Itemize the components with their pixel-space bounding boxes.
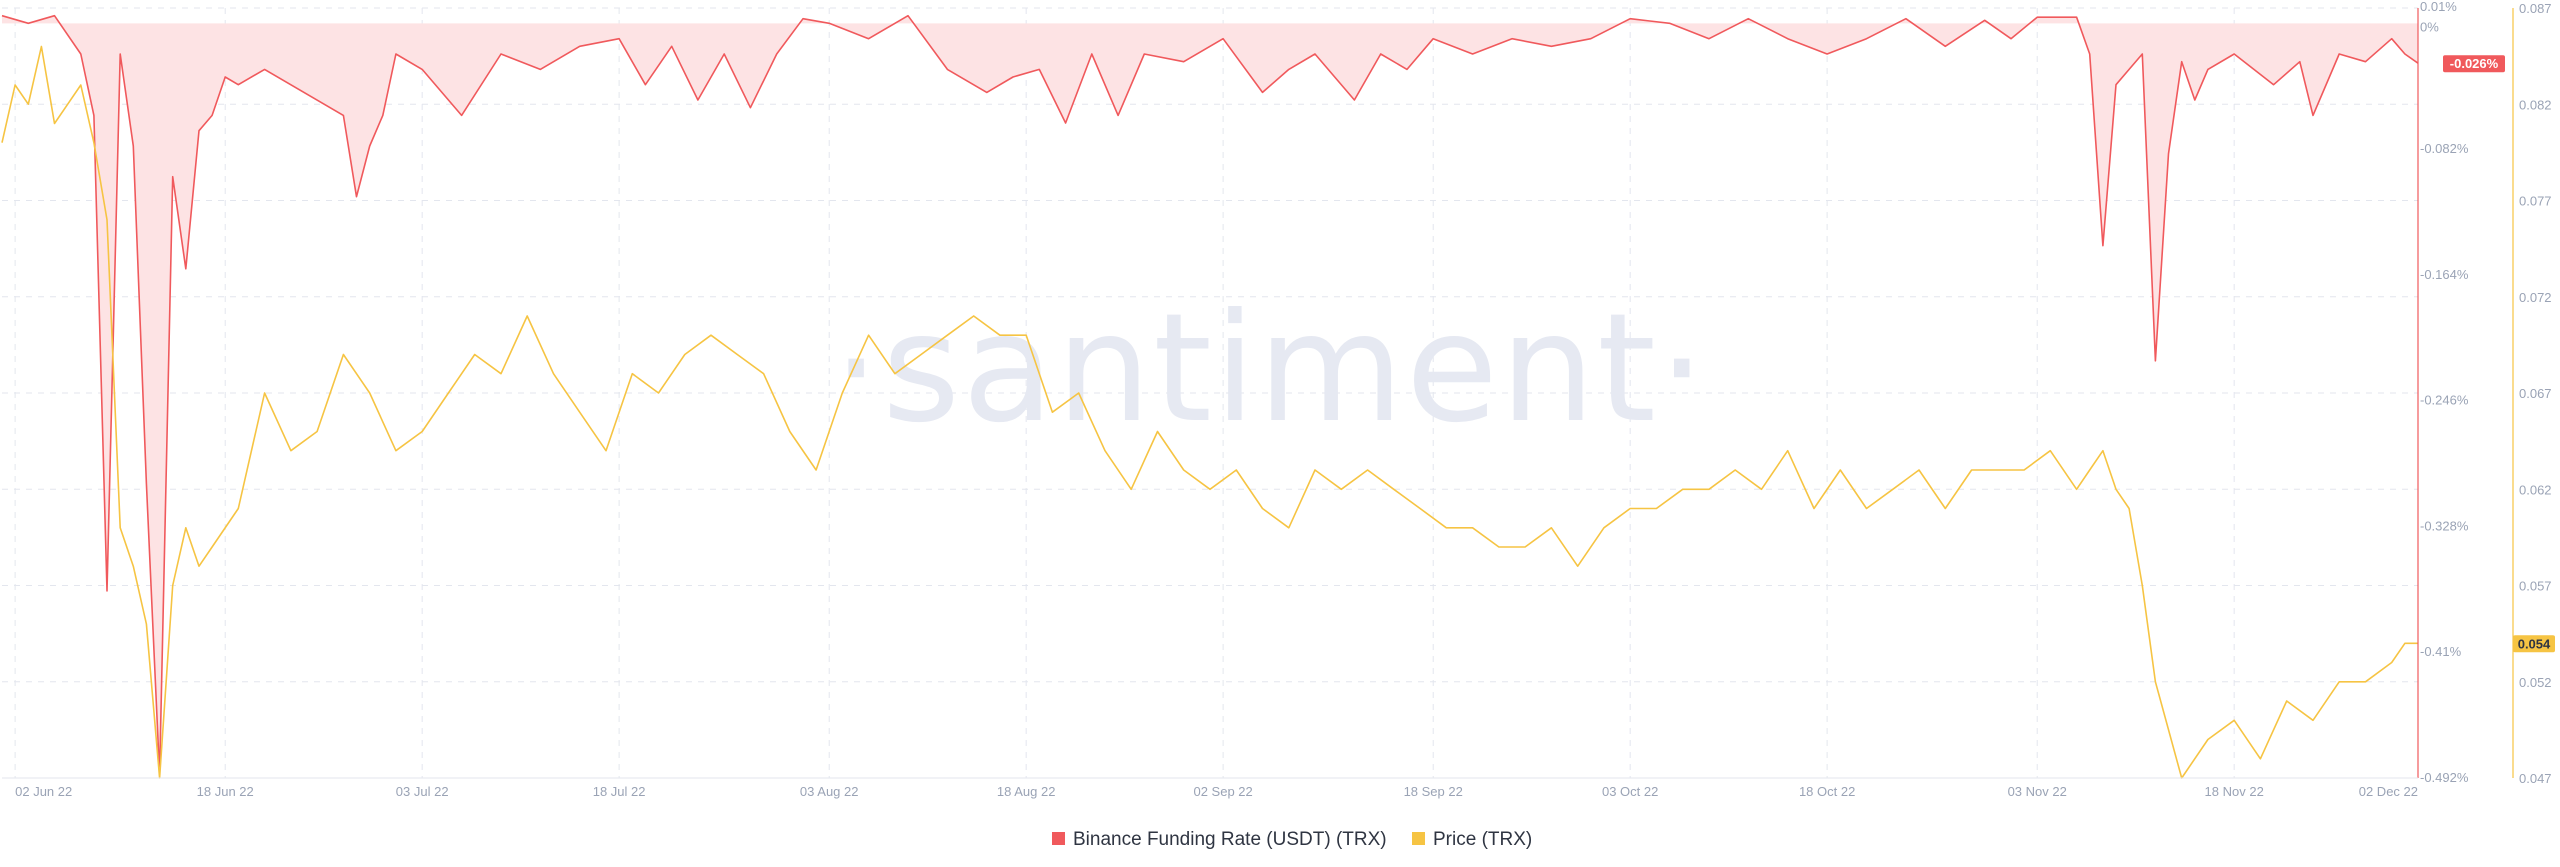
x-tick-label: 18 Oct 22 bbox=[1799, 784, 1855, 799]
funding-rate-area bbox=[2, 15, 2418, 775]
x-tick-label: 18 Nov 22 bbox=[2205, 784, 2264, 799]
x-tick-label: 02 Sep 22 bbox=[1193, 784, 1252, 799]
price-axis-tick-label: 0.057 bbox=[2519, 579, 2552, 594]
price-last-value-badge bbox=[2513, 635, 2555, 653]
x-tick-label: 18 Aug 22 bbox=[997, 784, 1056, 799]
price-axis-tick-label: 0.077 bbox=[2519, 194, 2552, 209]
price-axis-tick-label: 0.052 bbox=[2519, 675, 2552, 690]
funding-axis-tick-label: 0.01% bbox=[2420, 0, 2457, 14]
price-axis-tick-label: 0.062 bbox=[2519, 482, 2552, 497]
x-tick-label: 03 Aug 22 bbox=[800, 784, 859, 799]
funding-last-value-text: -0.026% bbox=[2450, 56, 2499, 71]
funding-axis-tick-label: -0.328% bbox=[2420, 518, 2469, 533]
price-axis-tick-label: 0.067 bbox=[2519, 386, 2552, 401]
x-tick-label: 03 Jul 22 bbox=[396, 784, 449, 799]
price-axis-tick-label: 0.047 bbox=[2519, 771, 2552, 786]
x-tick-label: 03 Oct 22 bbox=[1602, 784, 1658, 799]
price-axis-tick-label: 0.082 bbox=[2519, 97, 2552, 112]
price-line bbox=[1, 45, 2418, 779]
funding-axis-tick-label: -0.082% bbox=[2420, 141, 2469, 156]
legend-swatch-funding-rate bbox=[1052, 832, 1065, 845]
axes-layer: 02 Jun 22 18 Jun 22 03 Jul 22 18 Jul 22 03 A… bbox=[2, 0, 2555, 799]
funding-axis-tick-label: -0.41% bbox=[2420, 644, 2462, 659]
watermark-text: ·santiment· bbox=[832, 282, 1707, 456]
legend-label-price: Price (TRX) bbox=[1433, 829, 1532, 850]
x-tick-label: 18 Jul 22 bbox=[593, 784, 646, 799]
x-tick-label: 03 Nov 22 bbox=[2008, 784, 2067, 799]
price-axis-tick-label: 0.087 bbox=[2519, 1, 2552, 16]
funding-rate-line bbox=[1, 14, 2419, 776]
legend: Binance Funding Rate (USDT) (TRX) Price (… bbox=[1052, 829, 1532, 850]
x-tick-label: 02 Jun 22 bbox=[15, 784, 72, 799]
funding-axis-tick-label: 0% bbox=[2420, 19, 2439, 34]
x-tick-label: 18 Sep 22 bbox=[1404, 784, 1463, 799]
legend-swatch-price bbox=[1412, 832, 1425, 845]
funding-axis-tick-label: -0.492% bbox=[2420, 770, 2469, 785]
funding-last-value-badge bbox=[2443, 55, 2505, 73]
price-axis-tick-label: 0.072 bbox=[2519, 290, 2552, 305]
x-tick-label: 18 Jun 22 bbox=[197, 784, 254, 799]
funding-axis-tick-label: -0.164% bbox=[2420, 267, 2469, 282]
price-last-value-text: 0.054 bbox=[2518, 636, 2551, 651]
legend-label-funding-rate: Binance Funding Rate (USDT) (TRX) bbox=[1073, 829, 1387, 850]
x-tick-label: 02 Dec 22 bbox=[2359, 784, 2418, 799]
funding-axis-tick-label: -0.246% bbox=[2420, 393, 2469, 408]
series-layer bbox=[1, 14, 2419, 779]
